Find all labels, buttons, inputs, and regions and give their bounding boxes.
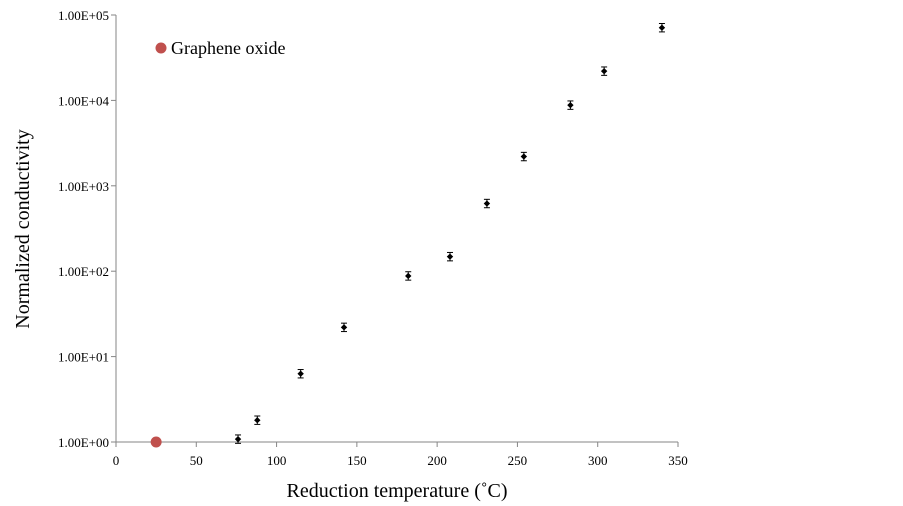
ticks xyxy=(111,14,679,447)
y-tick-label: 1.00E+02 xyxy=(58,264,109,279)
x-axis-title: Reduction temperature (˚C) xyxy=(286,480,507,502)
y-tick-label: 1.00E+03 xyxy=(58,179,109,194)
y-tick-label: 1.00E+01 xyxy=(58,350,109,365)
x-tick-label: 100 xyxy=(267,453,287,468)
data-point xyxy=(234,435,242,443)
data-point xyxy=(600,67,608,75)
x-tick-label: 200 xyxy=(427,453,447,468)
y-tick-label: 1.00E+05 xyxy=(58,8,109,23)
y-axis-title: Normalized conductivity xyxy=(12,129,34,328)
x-tick-label: 300 xyxy=(588,453,608,468)
data-point xyxy=(483,200,491,207)
data-point xyxy=(297,370,304,377)
legend-marker-graphene-oxide xyxy=(155,42,167,54)
x-tick-label: 350 xyxy=(668,453,688,468)
data-point xyxy=(520,153,528,160)
data-point-graphene-oxide xyxy=(150,436,162,448)
data-point xyxy=(567,101,574,109)
axes xyxy=(115,15,678,443)
y-tick-label: 1.00E+00 xyxy=(58,435,109,450)
data-point xyxy=(405,272,412,280)
tick-labels: 0 50 100 150 200 250 300 350 1.00E+00 1.00E+01 1.0… xyxy=(58,8,688,468)
points xyxy=(150,22,666,448)
data-point xyxy=(254,416,261,424)
data-point xyxy=(446,253,454,260)
legend: Graphene oxide xyxy=(155,38,285,58)
y-tick-label: 1.00E+04 xyxy=(58,93,110,108)
data-point xyxy=(340,324,348,331)
x-tick-label: 150 xyxy=(347,453,367,468)
x-tick-label: 250 xyxy=(508,453,528,468)
legend-label-graphene-oxide: Graphene oxide xyxy=(171,38,285,58)
data-point xyxy=(658,24,666,31)
x-tick-label: 50 xyxy=(190,453,203,468)
x-tick-label: 0 xyxy=(113,453,120,468)
